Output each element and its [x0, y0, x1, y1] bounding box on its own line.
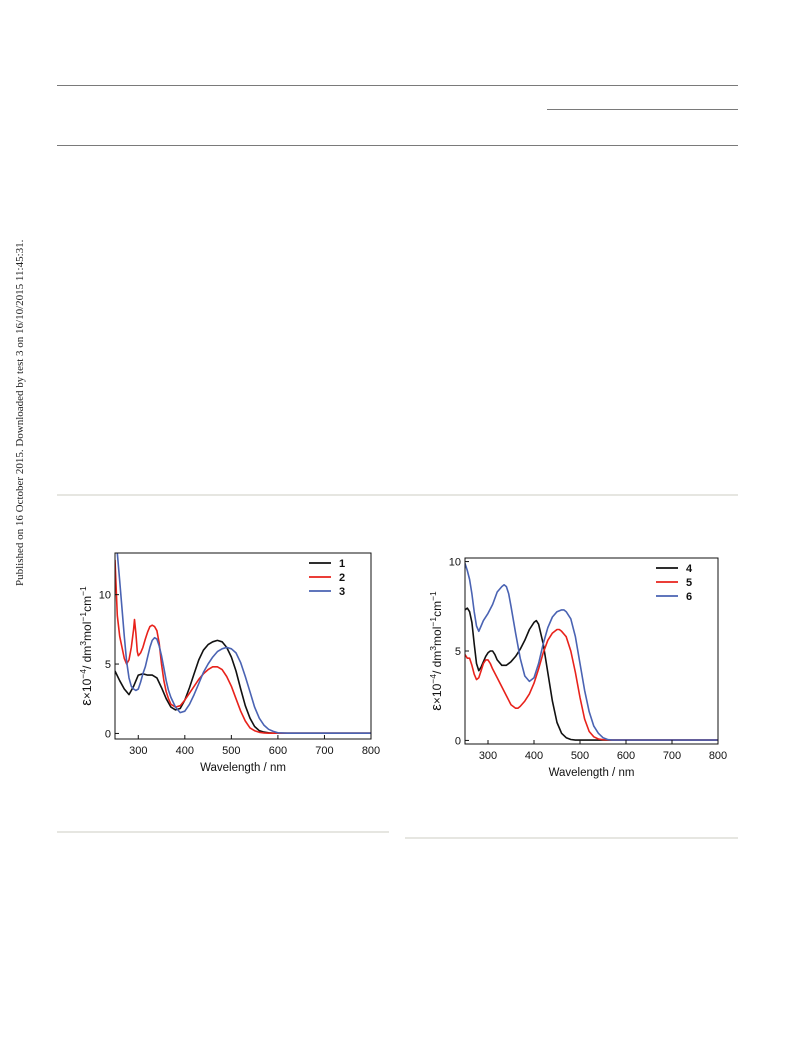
y-tick-label: 0: [455, 735, 461, 747]
x-tick-label: 300: [129, 745, 147, 757]
y-tick-label: 0: [105, 728, 111, 740]
legend-label-1: 1: [339, 558, 345, 570]
series-line-6: [465, 563, 718, 741]
plot-area: [465, 563, 718, 741]
x-axis-label: Wavelength / nm: [549, 767, 635, 779]
x-tick-label: 600: [617, 750, 635, 762]
plot-frame: [114, 552, 372, 740]
x-tick-label: 500: [571, 750, 589, 762]
figure-top-rule: [57, 494, 738, 496]
caption-rule-left: [57, 831, 389, 833]
y-axis-label: ε×10−4/ dm3mol−1cm−1: [78, 586, 95, 706]
legend-label-4: 4: [686, 563, 693, 575]
x-axis-label: Wavelength / nm: [200, 762, 286, 774]
header-bottom-rule: [57, 145, 738, 146]
x-tick-label: 400: [525, 750, 543, 762]
series-line-1: [115, 639, 371, 734]
y-tick-label: 5: [455, 646, 461, 658]
y-tick-label: 10: [99, 590, 111, 602]
series-line-5: [465, 628, 718, 741]
x-tick-label: 300: [479, 750, 497, 762]
x-tick-label: 500: [222, 745, 240, 757]
series-line-3: [116, 553, 371, 734]
header-short-rule: [547, 109, 738, 110]
series-line-4: [465, 607, 718, 741]
series-line-2: [115, 559, 371, 734]
absorption-chart-left: 300 400 500 600 700 800 0 5 10 Wavelength / nm ε×1…: [78, 552, 380, 774]
x-tick-label: 800: [362, 745, 380, 757]
x-tick-label: 800: [709, 750, 727, 762]
absorption-chart-right: 300 400 500 600 700 800 0 5 10 Wavelength / nm ε×1…: [428, 557, 727, 779]
x-tick-label: 600: [269, 745, 287, 757]
legend-label-2: 2: [339, 572, 345, 584]
x-tick-label: 400: [176, 745, 194, 757]
header-top-rule: [57, 85, 738, 86]
legend-label-6: 6: [686, 591, 692, 603]
caption-rule-right: [405, 837, 738, 839]
y-tick-label: 5: [105, 659, 111, 671]
y-axis-label: ε×10−4/ dm3mol−1cm−1: [428, 591, 445, 711]
plot-area: [115, 553, 371, 734]
x-tick-label: 700: [315, 745, 333, 757]
legend-label-5: 5: [686, 577, 692, 589]
x-tick-label: 700: [663, 750, 681, 762]
legend-label-3: 3: [339, 586, 345, 598]
y-tick-label: 10: [449, 557, 461, 569]
publication-note: Published on 16 October 2015. Downloaded…: [14, 239, 26, 586]
